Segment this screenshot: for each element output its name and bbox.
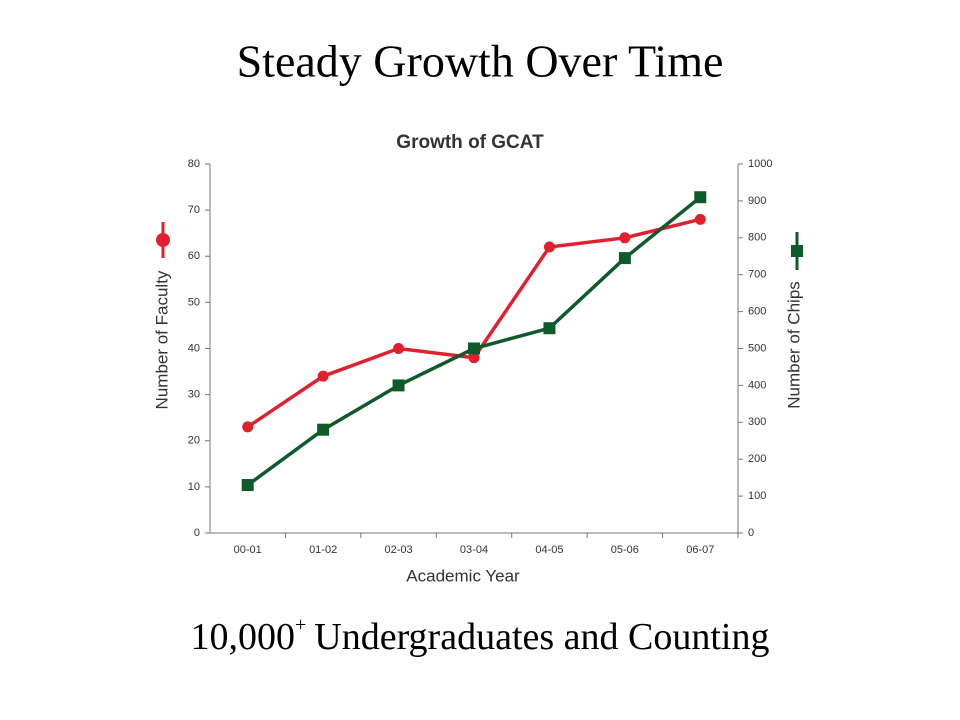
- series-line: [246, 195, 702, 487]
- y2-tick-label: 500: [748, 342, 766, 354]
- y2-tick-label: 900: [748, 195, 766, 207]
- x-tick-label: 05-06: [611, 544, 639, 556]
- caption-superscript: +: [295, 614, 306, 636]
- point: [468, 342, 480, 355]
- y-tick-label: 0: [194, 527, 200, 539]
- x-axis-label: Academic Year: [406, 566, 520, 585]
- x-tick-label: 03-04: [460, 544, 488, 556]
- x-tick-label: 00-01: [234, 544, 262, 556]
- point: [393, 343, 405, 354]
- caption-text: Undergraduates and Counting: [314, 616, 769, 658]
- x-tick-label: 04-05: [535, 544, 563, 556]
- y2-tick-label: 1000: [748, 158, 772, 170]
- axis-label: Number of Chips: [784, 281, 803, 409]
- legend-marker: [791, 245, 803, 257]
- y2-tick-label: 400: [748, 379, 766, 391]
- axis-label: Number of Faculty: [152, 270, 171, 409]
- y-tick-label: 20: [188, 435, 200, 447]
- point: [694, 213, 706, 225]
- y-tick-label: 30: [188, 389, 200, 401]
- point: [242, 421, 254, 433]
- point: [543, 322, 556, 335]
- legend-marker: [156, 233, 170, 247]
- chart-title: Growth of GCAT: [396, 132, 544, 153]
- y-tick-label: 10: [188, 481, 200, 493]
- y2-tick-label: 200: [748, 453, 766, 465]
- y-tick-label: 50: [188, 296, 200, 308]
- point: [618, 252, 631, 265]
- y2-tick-label: 0: [748, 527, 754, 539]
- y-tick-label: 60: [188, 250, 200, 262]
- slide-title: Steady Growth Over Time: [237, 36, 724, 87]
- y-tick-label: 80: [188, 158, 200, 170]
- point: [543, 241, 555, 253]
- point: [619, 232, 631, 244]
- x-tick-label: 02-03: [385, 544, 413, 556]
- y-tick-label: 70: [188, 204, 200, 216]
- y-tick-label: 40: [188, 342, 200, 354]
- y2-tick-label: 800: [748, 232, 766, 244]
- point: [317, 423, 330, 436]
- caption: 10,000+ Undergraduates and Counting: [191, 614, 770, 658]
- caption-number: 10,000: [191, 616, 296, 658]
- y2-tick-label: 300: [748, 416, 766, 428]
- x-tick-label: 06-07: [686, 544, 714, 556]
- point: [468, 352, 480, 364]
- y2-tick-label: 600: [748, 306, 766, 318]
- y2-tick-label: 700: [748, 269, 766, 281]
- point: [694, 191, 707, 204]
- point: [317, 370, 329, 382]
- point: [241, 479, 254, 492]
- y2-tick-label: 100: [748, 490, 766, 502]
- x-tick-label: 01-02: [309, 544, 337, 556]
- point: [392, 379, 405, 392]
